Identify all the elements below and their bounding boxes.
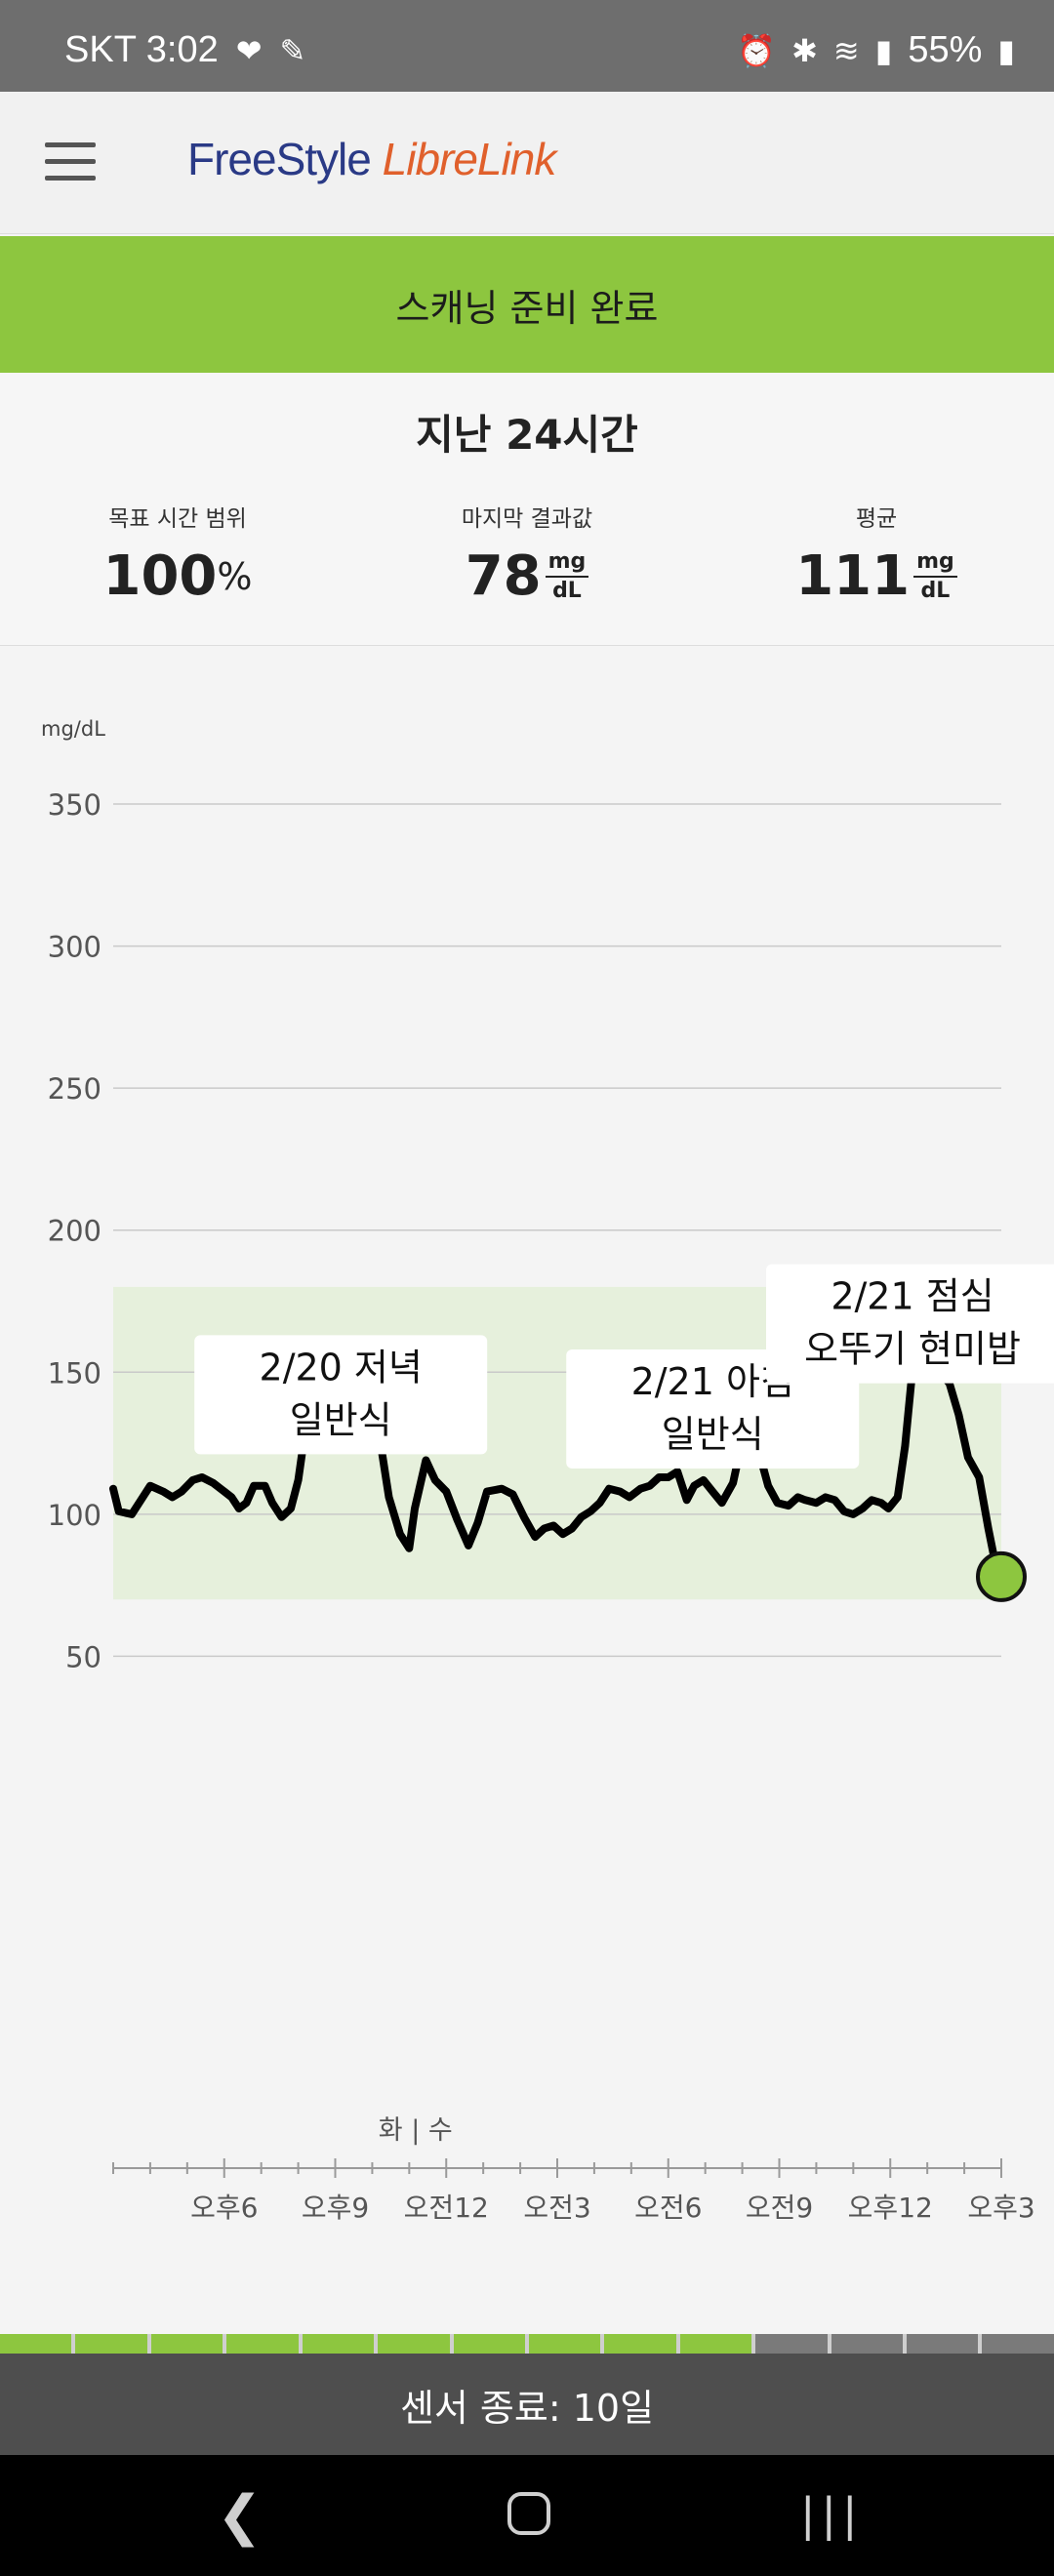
- alarm-icon: ⏰: [737, 32, 777, 68]
- x-tick-label: 오후9: [302, 2192, 369, 2224]
- last-reading-dot: [976, 1550, 1027, 1602]
- status-right: ⏰ ✱ ≋ ▮ 55% ▮: [737, 29, 1015, 71]
- y-tick-label: 50: [65, 1640, 101, 1673]
- sensor-progress: [0, 2334, 1054, 2354]
- y-tick-label: 250: [48, 1072, 101, 1106]
- x-tick-label: 오후3: [967, 2192, 1034, 2224]
- meal-note-box: [766, 1264, 1054, 1384]
- sensor-segment: [75, 2334, 147, 2354]
- app-header: FreeStyle LibreLink: [0, 92, 1054, 234]
- logo-freestyle: FreeStyle: [187, 134, 372, 184]
- summary-panel: 지난 24시간 목표 시간 범위 100% 마지막 결과값 78 mg dL 평…: [0, 373, 1054, 646]
- last-number: 78: [465, 544, 542, 608]
- bluetooth-icon: ✱: [791, 32, 818, 68]
- battery-icon: ▮: [997, 32, 1015, 68]
- last-unit: mg dL: [545, 550, 589, 602]
- sensor-segment: [150, 2334, 223, 2354]
- y-axis-label: mg/dL: [41, 717, 105, 741]
- target-unit: %: [217, 554, 253, 598]
- meal-note-text: 2/20 저녁: [260, 1346, 423, 1389]
- y-tick-label: 100: [48, 1499, 101, 1532]
- stat-avg-value: 111 mg dL: [795, 544, 957, 608]
- signal-icon: ▮: [874, 32, 893, 68]
- y-tick-label: 300: [48, 931, 101, 964]
- home-icon[interactable]: [507, 2492, 550, 2535]
- x-tick-label: 오전9: [746, 2192, 813, 2224]
- summary-title: 지난 24시간: [416, 411, 638, 459]
- battery-percent: 55%: [908, 29, 983, 70]
- sensor-segment: [907, 2334, 979, 2354]
- x-tick-label: 오전6: [634, 2192, 702, 2224]
- meal-note-text: 일반식: [290, 1398, 392, 1441]
- back-icon[interactable]: ❮: [217, 2484, 263, 2548]
- meal-note-text: 일반식: [662, 1413, 764, 1456]
- x-tick-label: 오후6: [190, 2192, 258, 2224]
- stat-last-result: 마지막 결과값 78 mg dL: [381, 500, 673, 608]
- stat-target-range: 목표 시간 범위 100%: [31, 500, 324, 608]
- menu-icon[interactable]: [45, 142, 96, 181]
- sensor-segment: [226, 2334, 299, 2354]
- meal-note-text: 2/21 점심: [831, 1275, 993, 1318]
- y-tick-label: 350: [48, 788, 101, 822]
- target-number: 100: [102, 544, 218, 608]
- stat-target-label: 목표 시간 범위: [108, 506, 247, 532]
- wifi-icon: ≋: [832, 32, 860, 68]
- stat-avg-label: 평균: [855, 506, 898, 532]
- sensor-end-text: 센서 종료: 10일: [399, 2386, 655, 2430]
- carrier-time: SKT 3:02: [64, 29, 219, 70]
- avg-number: 111: [795, 544, 911, 608]
- avg-unit: mg dL: [913, 550, 957, 602]
- meal-note-text: 오뚜기 현미밥: [804, 1328, 1021, 1371]
- day-marker-label: 화 | 수: [379, 2115, 453, 2146]
- sensor-segment: [604, 2334, 676, 2354]
- x-tick-label: 오전3: [523, 2192, 590, 2224]
- sensor-segment: [302, 2334, 375, 2354]
- nav-bar: ❮ |||: [0, 2455, 1054, 2576]
- stat-last-value: 78 mg dL: [466, 544, 589, 608]
- recent-apps-icon[interactable]: |||: [800, 2488, 864, 2541]
- sensor-segment: [378, 2334, 450, 2354]
- pen-icon: ✎: [279, 32, 306, 68]
- meal-note-box: [194, 1335, 488, 1455]
- stat-average: 평균 111 mg dL: [730, 500, 1023, 608]
- x-tick-label: 오후12: [848, 2192, 933, 2224]
- y-tick-label: 200: [48, 1215, 101, 1248]
- sensor-segment: [528, 2334, 601, 2354]
- sensor-segment: [755, 2334, 828, 2354]
- logo-librelink: LibreLink: [382, 134, 557, 184]
- sensor-segment: [0, 2334, 72, 2354]
- banner-text: 스캐닝 준비 완료: [395, 286, 659, 330]
- sensor-segment: [453, 2334, 525, 2354]
- scan-ready-banner[interactable]: 스캐닝 준비 완료: [0, 236, 1054, 373]
- app-logo: FreeStyle LibreLink: [187, 133, 557, 185]
- sensor-segment: [982, 2334, 1054, 2354]
- sensor-segment: [679, 2334, 752, 2354]
- stat-target-value: 100%: [102, 544, 252, 608]
- y-tick-label: 150: [48, 1356, 101, 1389]
- stat-last-label: 마지막 결과값: [461, 506, 593, 532]
- status-bar: SKT 3:02 ❤ ✎ ⏰ ✱ ≋ ▮ 55% ▮: [0, 0, 1054, 92]
- glucose-line: [109, 1334, 1005, 1581]
- sensor-segment: [831, 2334, 904, 2354]
- x-tick-label: 오전12: [404, 2192, 489, 2224]
- sensor-bar: 센서 종료: 10일: [0, 2354, 1054, 2455]
- status-left: SKT 3:02 ❤ ✎: [64, 29, 305, 71]
- heart-icon: ❤: [235, 32, 263, 68]
